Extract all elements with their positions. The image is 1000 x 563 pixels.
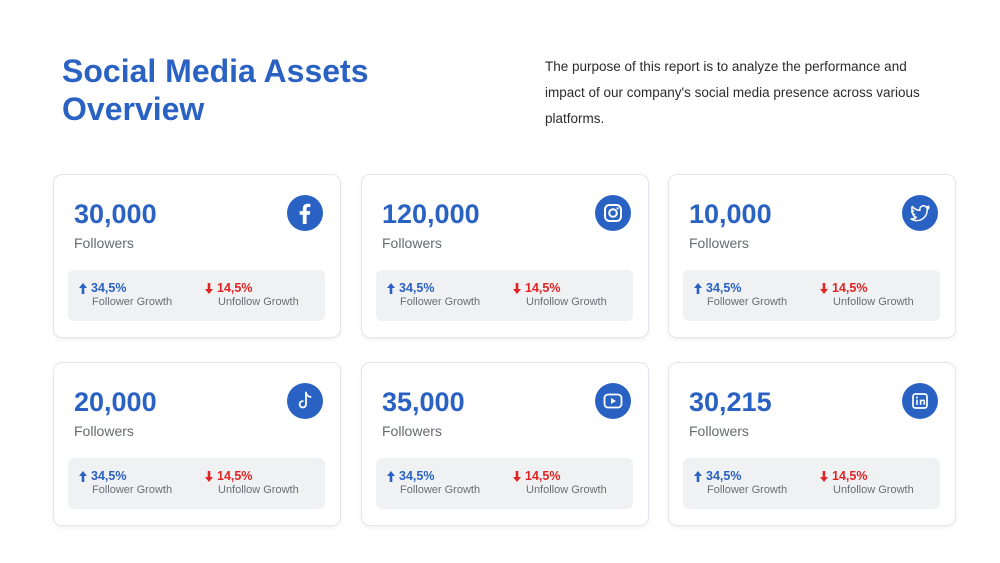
follower-growth: 34,5% Follower Growth: [693, 281, 787, 309]
unfollow-growth-value: 14,5%: [217, 281, 253, 295]
arrow-down-icon: [820, 470, 828, 482]
follower-growth: 34,5% Follower Growth: [386, 469, 480, 497]
arrow-up-icon: [694, 470, 702, 482]
unfollow-growth: 14,5% Unfollow Growth: [204, 281, 299, 309]
follower-growth-value: 34,5%: [91, 469, 127, 483]
unfollow-growth: 14,5% Unfollow Growth: [512, 469, 607, 497]
twitter-card: 10,000 Followers 34,5% Follower Growth 1…: [669, 175, 955, 337]
page-title: Social Media Assets Overview: [62, 53, 369, 127]
arrow-down-icon: [205, 282, 213, 294]
instagram-icon[interactable]: [595, 195, 631, 231]
follower-growth-label: Follower Growth: [400, 484, 481, 496]
unfollow-growth: 14,5% Unfollow Growth: [204, 469, 299, 497]
tiktok-icon[interactable]: [287, 383, 323, 419]
follower-growth-value: 34,5%: [399, 281, 435, 295]
follower-growth: 34,5% Follower Growth: [386, 281, 480, 309]
growth-panel: 34,5% Follower Growth 14,5% Unfollow Gro…: [376, 270, 633, 321]
followers-label: Followers: [689, 235, 749, 251]
followers-label: Followers: [74, 423, 134, 439]
instagram-card: 120,000 Followers 34,5% Follower Growth …: [362, 175, 648, 337]
unfollow-growth-value: 14,5%: [832, 469, 868, 483]
growth-panel: 34,5% Follower Growth 14,5% Unfollow Gro…: [376, 458, 633, 509]
unfollow-growth-value: 14,5%: [217, 469, 253, 483]
unfollow-growth-value: 14,5%: [525, 281, 561, 295]
arrow-up-icon: [694, 282, 702, 294]
arrow-down-icon: [820, 282, 828, 294]
follower-growth-value: 34,5%: [91, 281, 127, 295]
follower-growth: 34,5% Follower Growth: [78, 281, 172, 309]
follower-growth-label: Follower Growth: [707, 296, 788, 308]
tiktok-card: 20,000 Followers 34,5% Follower Growth 1…: [54, 363, 340, 525]
follower-count: 30,215: [689, 387, 772, 417]
growth-panel: 34,5% Follower Growth 14,5% Unfollow Gro…: [68, 458, 325, 509]
growth-panel: 34,5% Follower Growth 14,5% Unfollow Gro…: [68, 270, 325, 321]
youtube-card: 35,000 Followers 34,5% Follower Growth 1…: [362, 363, 648, 525]
arrow-up-icon: [387, 282, 395, 294]
unfollow-growth-label: Unfollow Growth: [526, 296, 607, 308]
follower-growth: 34,5% Follower Growth: [693, 469, 787, 497]
unfollow-growth-label: Unfollow Growth: [218, 296, 299, 308]
growth-panel: 34,5% Follower Growth 14,5% Unfollow Gro…: [683, 458, 940, 509]
arrow-up-icon: [79, 470, 87, 482]
unfollow-growth-value: 14,5%: [832, 281, 868, 295]
youtube-icon[interactable]: [595, 383, 631, 419]
facebook-icon[interactable]: [287, 195, 323, 231]
growth-panel: 34,5% Follower Growth 14,5% Unfollow Gro…: [683, 270, 940, 321]
followers-label: Followers: [74, 235, 134, 251]
follower-count: 30,000: [74, 199, 157, 229]
linkedin-icon[interactable]: [902, 383, 938, 419]
facebook-card: 30,000 Followers 34,5% Follower Growth 1…: [54, 175, 340, 337]
unfollow-growth: 14,5% Unfollow Growth: [819, 281, 914, 309]
unfollow-growth: 14,5% Unfollow Growth: [512, 281, 607, 309]
arrow-down-icon: [513, 282, 521, 294]
unfollow-growth-value: 14,5%: [525, 469, 561, 483]
unfollow-growth-label: Unfollow Growth: [833, 484, 914, 496]
unfollow-growth: 14,5% Unfollow Growth: [819, 469, 914, 497]
unfollow-growth-label: Unfollow Growth: [526, 484, 607, 496]
arrow-up-icon: [387, 470, 395, 482]
follower-count: 120,000: [382, 199, 480, 229]
linkedin-card: 30,215 Followers 34,5% Follower Growth 1…: [669, 363, 955, 525]
report-description: The purpose of this report is to analyze…: [545, 59, 920, 126]
follower-growth-label: Follower Growth: [707, 484, 788, 496]
twitter-icon[interactable]: [902, 195, 938, 231]
arrow-down-icon: [205, 470, 213, 482]
arrow-up-icon: [79, 282, 87, 294]
follower-count: 35,000: [382, 387, 465, 417]
follower-growth-value: 34,5%: [706, 469, 742, 483]
unfollow-growth-label: Unfollow Growth: [218, 484, 299, 496]
follower-count: 10,000: [689, 199, 772, 229]
unfollow-growth-label: Unfollow Growth: [833, 296, 914, 308]
followers-label: Followers: [382, 235, 442, 251]
follower-growth-value: 34,5%: [399, 469, 435, 483]
follower-growth-label: Follower Growth: [92, 484, 173, 496]
follower-growth-label: Follower Growth: [400, 296, 481, 308]
followers-label: Followers: [382, 423, 442, 439]
follower-count: 20,000: [74, 387, 157, 417]
follower-growth: 34,5% Follower Growth: [78, 469, 172, 497]
followers-label: Followers: [689, 423, 749, 439]
follower-growth-value: 34,5%: [706, 281, 742, 295]
arrow-down-icon: [513, 470, 521, 482]
follower-growth-label: Follower Growth: [92, 296, 173, 308]
